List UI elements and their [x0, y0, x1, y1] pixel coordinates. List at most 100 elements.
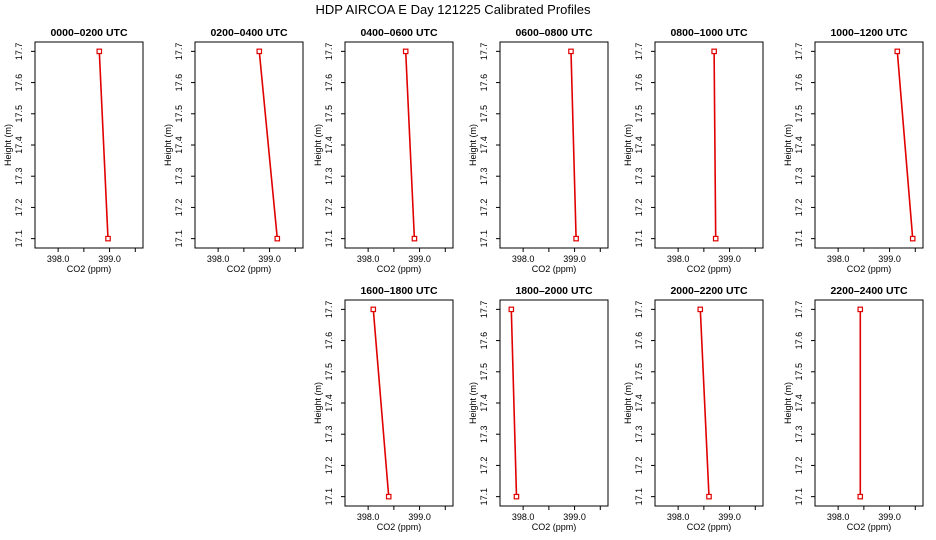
y-tick-label: 17.6: [324, 332, 334, 350]
series-line: [510, 309, 518, 497]
x-axis-label: CO2 (ppm): [227, 264, 272, 274]
y-tick-label: 17.7: [634, 301, 644, 319]
y-tick-label: 17.5: [794, 105, 804, 123]
x-tick-label: 398.0: [667, 254, 690, 264]
y-tick-label: 17.5: [324, 363, 334, 381]
y-tick-label: 17.2: [794, 457, 804, 475]
data-point: [411, 235, 418, 242]
y-tick-label: 17.7: [479, 43, 489, 61]
y-tick-label: 17.6: [479, 332, 489, 350]
y-tick-label: 17.7: [794, 301, 804, 319]
y-tick-label: 17.4: [324, 394, 334, 412]
panel-title: 2000–2200 UTC: [670, 285, 747, 297]
data-point: [857, 306, 864, 313]
x-tick-label: 398.0: [827, 512, 850, 522]
y-axis-label: Height (m): [468, 382, 478, 424]
y-tick-label: 17.4: [634, 394, 644, 412]
y-tick-label: 17.4: [794, 136, 804, 154]
y-axis-label: Height (m): [313, 382, 323, 424]
data-point: [370, 306, 377, 313]
x-tick-label: 399.0: [408, 254, 431, 264]
y-tick-label: 17.6: [794, 74, 804, 92]
plot-frame: [34, 41, 144, 249]
panel-title: 1600–1800 UTC: [360, 285, 437, 297]
y-tick-label: 17.7: [634, 43, 644, 61]
x-tick-label: 398.0: [512, 512, 535, 522]
data-point: [712, 235, 719, 242]
x-axis-label: CO2 (ppm): [847, 264, 892, 274]
series-line: [404, 51, 416, 239]
y-tick-label: 17.1: [174, 230, 184, 248]
x-tick-label: 398.0: [512, 254, 535, 264]
y-tick-label: 17.6: [324, 74, 334, 92]
y-tick-label: 17.7: [324, 301, 334, 319]
x-tick-label: 398.0: [357, 512, 380, 522]
series-line: [258, 51, 279, 239]
y-tick-label: 17.1: [794, 230, 804, 248]
y-tick-label: 17.7: [324, 43, 334, 61]
data-point: [508, 306, 515, 313]
y-tick-label: 17.4: [479, 136, 489, 154]
y-tick-label: 17.1: [324, 488, 334, 506]
data-point: [385, 493, 392, 500]
data-point: [402, 48, 409, 55]
y-tick-label: 17.7: [479, 301, 489, 319]
y-tick-label: 17.5: [324, 105, 334, 123]
x-tick-label: 399.0: [563, 254, 586, 264]
y-tick-label: 17.6: [634, 74, 644, 92]
x-axis-label: CO2 (ppm): [847, 522, 892, 532]
y-tick-label: 17.2: [479, 457, 489, 475]
data-point: [568, 48, 574, 55]
panel-title: 0600–0800 UTC: [515, 27, 592, 39]
y-tick-label: 17.2: [324, 199, 334, 217]
series-line: [570, 51, 577, 239]
data-point: [894, 48, 901, 55]
panel-title: 0400–0600 UTC: [360, 27, 437, 39]
y-tick-label: 17.4: [794, 394, 804, 412]
y-axis-label: Height (m): [783, 382, 793, 424]
y-tick-label: 17.7: [174, 43, 184, 61]
x-tick-label: 399.0: [878, 254, 901, 264]
data-point: [274, 235, 281, 242]
x-tick-label: 399.0: [258, 254, 281, 264]
plot-frame: [814, 41, 924, 249]
y-tick-label: 17.6: [794, 332, 804, 350]
data-point: [573, 235, 579, 242]
y-tick-label: 17.1: [479, 488, 489, 506]
panel-title: 0000–0200 UTC: [50, 27, 127, 39]
x-axis-label: CO2 (ppm): [532, 264, 577, 274]
y-tick-label: 17.4: [324, 136, 334, 154]
y-tick-label: 17.3: [634, 167, 644, 185]
y-tick-label: 17.3: [794, 425, 804, 443]
data-point: [697, 306, 704, 313]
x-tick-label: 398.0: [827, 254, 850, 264]
panel-title: 2200–2400 UTC: [830, 285, 907, 297]
x-tick-label: 399.0: [718, 512, 741, 522]
panel-title: 1800–2000 UTC: [515, 285, 592, 297]
y-tick-label: 17.2: [324, 457, 334, 475]
x-axis-label: CO2 (ppm): [67, 264, 112, 274]
plot-frame: [344, 299, 454, 507]
y-tick-label: 17.4: [479, 394, 489, 412]
data-point: [96, 48, 103, 55]
y-tick-label: 17.4: [634, 136, 644, 154]
x-tick-label: 399.0: [98, 254, 121, 264]
x-tick-label: 398.0: [47, 254, 70, 264]
panel-title: 0200–0400 UTC: [210, 27, 287, 39]
plot-frame: [194, 41, 304, 249]
y-tick-label: 17.2: [794, 199, 804, 217]
y-tick-label: 17.7: [14, 43, 24, 61]
y-tick-label: 17.5: [479, 363, 489, 381]
y-tick-label: 17.5: [174, 105, 184, 123]
x-axis-label: CO2 (ppm): [532, 522, 577, 532]
y-axis-label: Height (m): [313, 124, 323, 166]
plot-frame: [344, 41, 454, 249]
y-tick-label: 17.2: [479, 199, 489, 217]
